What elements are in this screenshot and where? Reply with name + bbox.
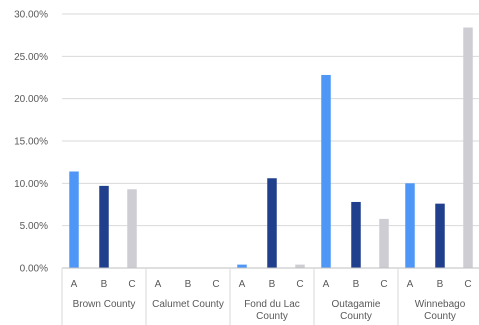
bars <box>69 27 473 269</box>
bar-b <box>435 203 445 268</box>
x-group-label: County <box>424 311 456 322</box>
x-group-label: Brown County <box>73 299 136 310</box>
x-group-label: Outagamie <box>332 299 381 310</box>
bar-b <box>99 185 109 268</box>
x-subcategory-label: C <box>464 279 471 290</box>
x-subcategory-label: A <box>239 279 246 290</box>
bar-a <box>321 74 331 269</box>
bar-b <box>351 201 361 268</box>
y-tick-label: 20.00% <box>14 94 48 105</box>
x-subcategory-label: A <box>323 279 330 290</box>
x-subcategory-label: C <box>296 279 303 290</box>
x-subcategory-label: B <box>101 279 108 290</box>
y-tick-label: 0.00% <box>20 264 48 275</box>
bar-c <box>463 27 473 269</box>
y-tick-label: 25.00% <box>14 52 48 63</box>
bar-a <box>405 183 415 268</box>
x-subcategory-label: A <box>71 279 78 290</box>
x-group-label: Fond du Lac <box>244 299 300 310</box>
x-group-label: County <box>340 311 372 322</box>
x-subcategory-label: B <box>437 279 444 290</box>
bar-a <box>237 264 247 268</box>
y-tick-label: 15.00% <box>14 137 48 148</box>
bar-c <box>295 264 305 268</box>
y-tick-label: 5.00% <box>20 221 48 232</box>
y-axis-tick-labels: 0.00% 5.00% 10.00% 15.00% 20.00% 25.00% 30.00% <box>14 10 48 275</box>
bar-b <box>267 178 277 268</box>
x-subcategory-label: C <box>380 279 387 290</box>
y-tick-label: 30.00% <box>14 10 48 21</box>
bar-a <box>69 171 79 268</box>
x-subcategory-label: A <box>407 279 414 290</box>
y-tick-label: 10.00% <box>14 179 48 190</box>
bar-c <box>379 218 389 268</box>
x-group-label: County <box>256 311 288 322</box>
x-subcategory-label: C <box>128 279 135 290</box>
x-group-label: Calumet County <box>152 299 224 310</box>
bar-c <box>127 189 137 268</box>
x-subcategory-label: B <box>269 279 276 290</box>
x-subcategory-label: B <box>185 279 192 290</box>
x-subcategory-label: B <box>353 279 360 290</box>
x-subcategory-label: A <box>155 279 162 290</box>
x-group-label: Winnebago <box>415 299 466 310</box>
x-axis: A B C Brown County A B C Calumet County A B C Fond … <box>61 267 479 325</box>
x-subcategory-label: C <box>212 279 219 290</box>
